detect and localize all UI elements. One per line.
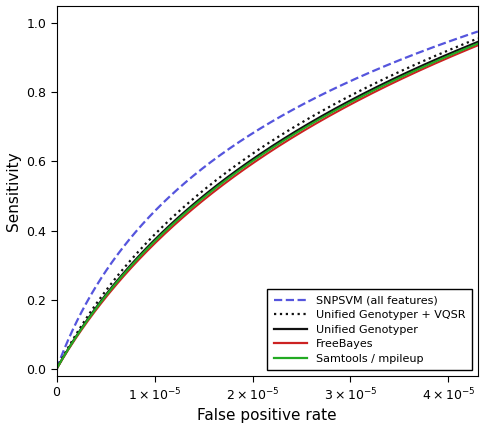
Unified Genotyper [463,44,469,49]
SNPSVM (all features) [54,366,60,372]
Unified Genotyper + VQSR [463,41,469,46]
Unified Genotyper + VQSR [385,74,391,79]
FreeBayes [475,43,481,48]
Unified Genotyper + VQSR [475,36,481,41]
Unified Genotyper [258,151,264,156]
X-axis label: False positive rate: False positive rate [197,408,337,423]
Y-axis label: Sensitivity: Sensitivity [5,151,20,230]
Samtools / mpileup [75,332,81,337]
Unified Genotyper + VQSR [247,153,253,158]
SNPSVM (all features) [475,29,481,34]
Unified Genotyper + VQSR [258,145,264,150]
Samtools / mpileup [475,41,481,46]
Samtools / mpileup [54,366,60,372]
Unified Genotyper [247,158,253,163]
Legend: SNPSVM (all features), Unified Genotyper + VQSR, Unified Genotyper, FreeBayes, S: SNPSVM (all features), Unified Genotyper… [267,289,472,370]
Unified Genotyper [54,366,60,372]
Unified Genotyper + VQSR [54,366,60,372]
SNPSVM (all features) [75,316,81,321]
Samtools / mpileup [258,152,264,157]
Line: Samtools / mpileup: Samtools / mpileup [57,44,478,369]
SNPSVM (all features) [385,62,391,67]
SNPSVM (all features) [247,132,253,137]
Samtools / mpileup [463,46,469,51]
FreeBayes [75,332,81,338]
Line: Unified Genotyper + VQSR: Unified Genotyper + VQSR [57,39,478,369]
Unified Genotyper [475,39,481,45]
Unified Genotyper [463,44,469,49]
FreeBayes [463,48,469,53]
Samtools / mpileup [463,46,469,51]
SNPSVM (all features) [463,33,469,38]
Samtools / mpileup [385,81,391,86]
Samtools / mpileup [247,160,253,165]
Line: Unified Genotyper: Unified Genotyper [57,42,478,369]
FreeBayes [247,163,253,168]
FreeBayes [385,83,391,88]
Unified Genotyper + VQSR [463,41,469,46]
FreeBayes [54,366,60,372]
Unified Genotyper [75,331,81,336]
SNPSVM (all features) [258,125,264,130]
FreeBayes [463,48,469,53]
Line: FreeBayes: FreeBayes [57,45,478,369]
FreeBayes [258,155,264,160]
Unified Genotyper [385,79,391,84]
SNPSVM (all features) [463,33,469,38]
Line: SNPSVM (all features): SNPSVM (all features) [57,31,478,369]
Unified Genotyper + VQSR [75,329,81,334]
